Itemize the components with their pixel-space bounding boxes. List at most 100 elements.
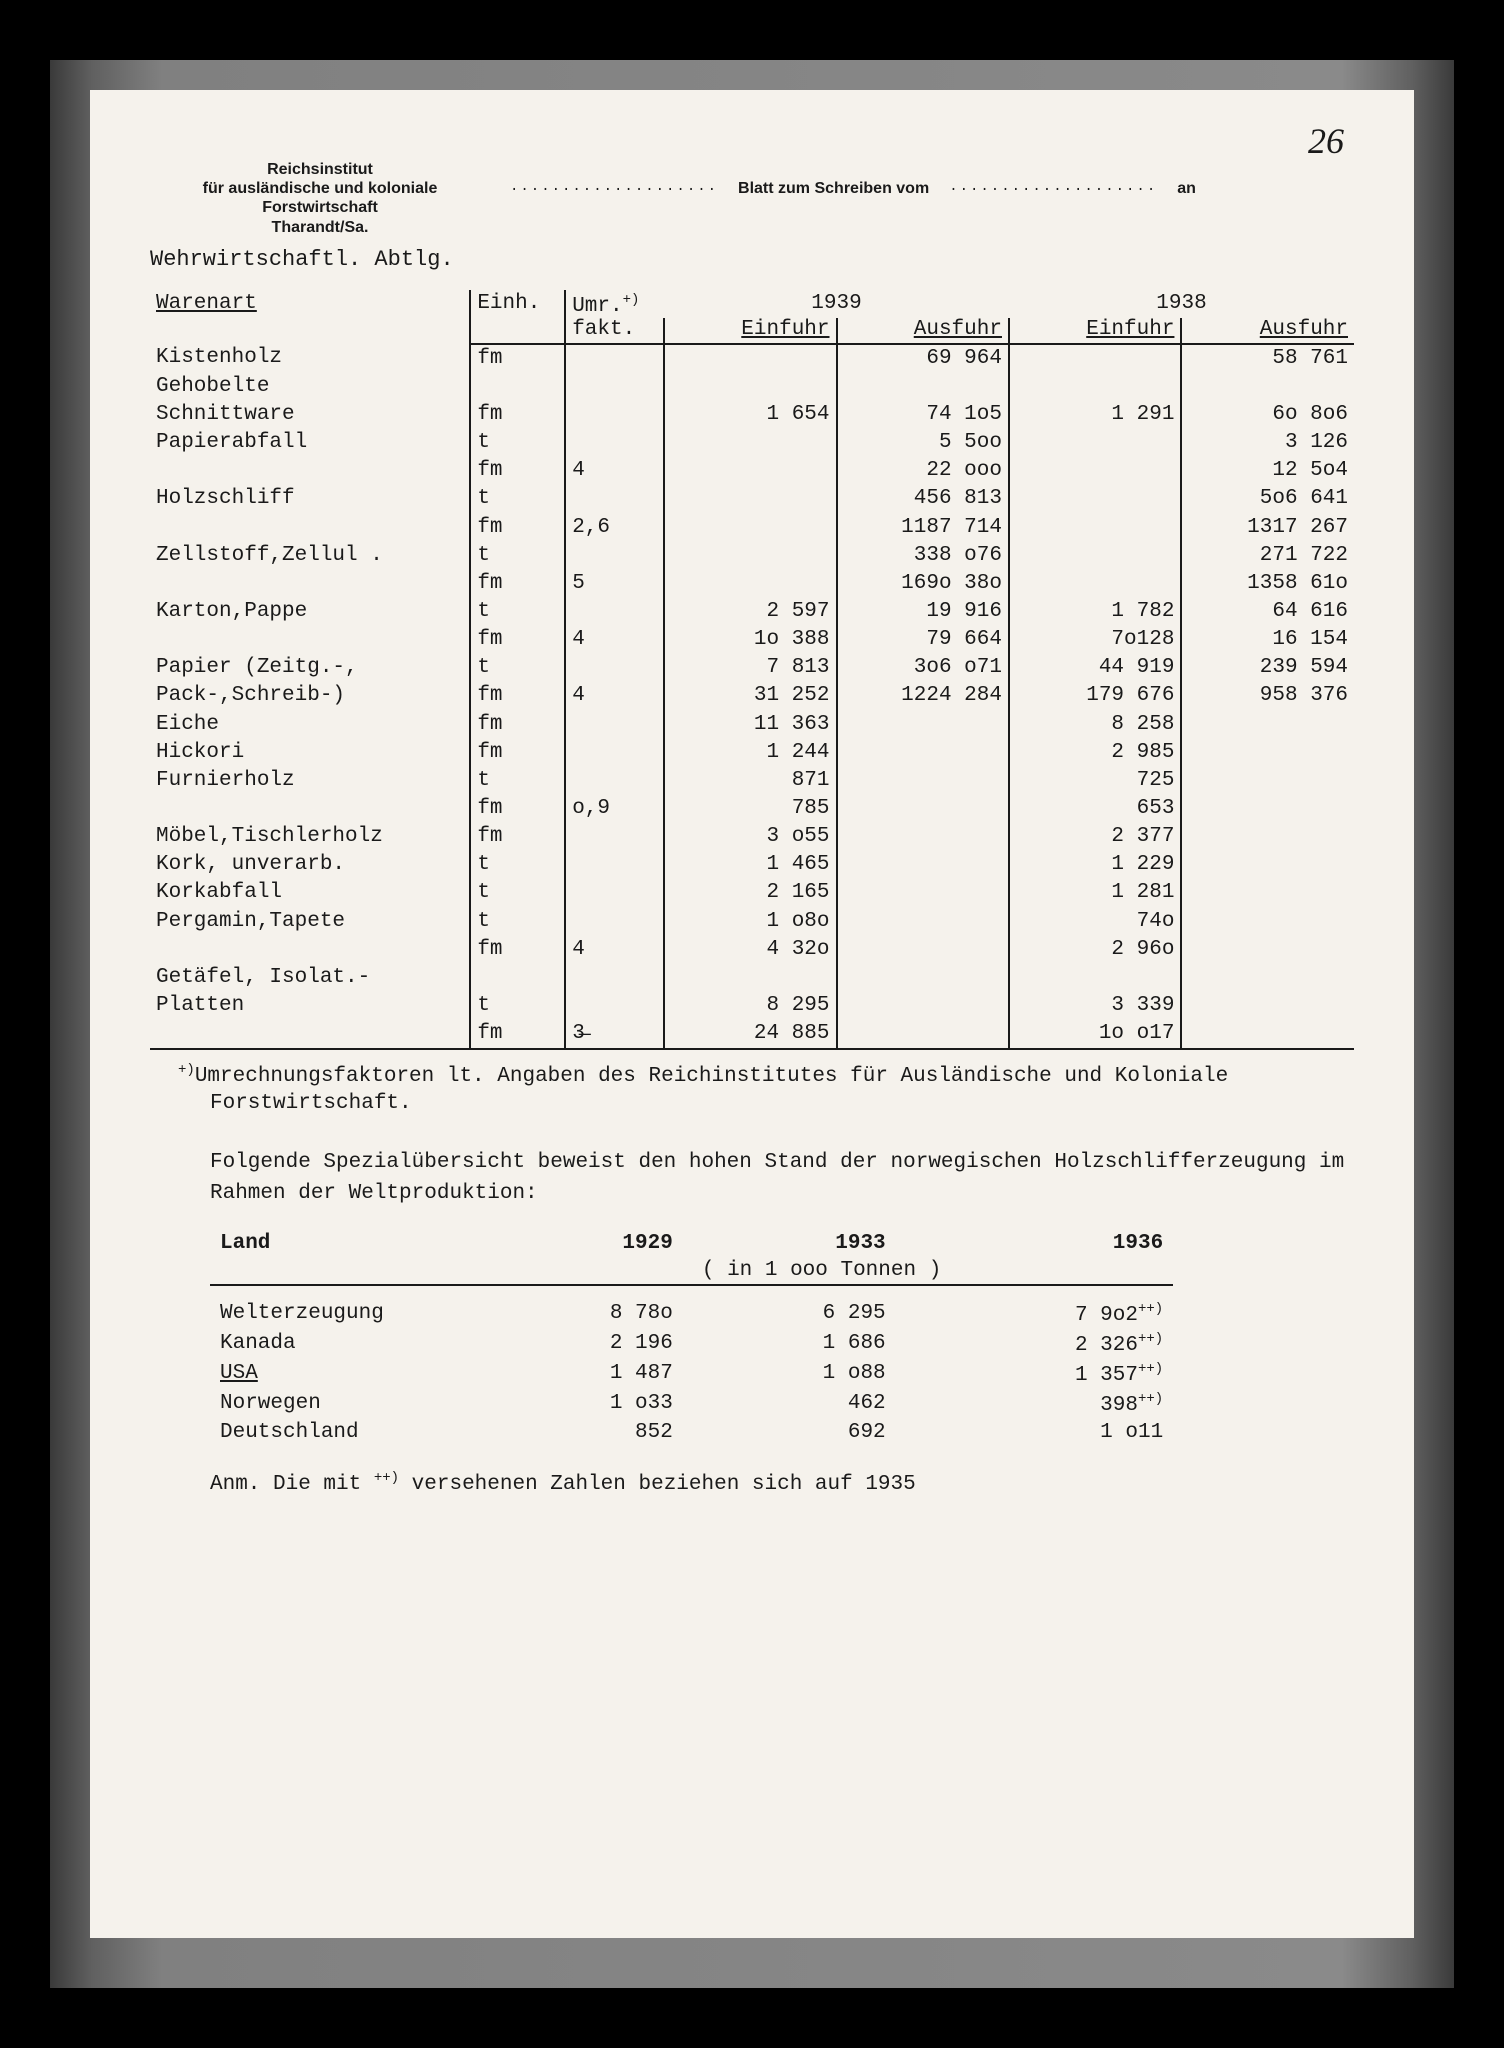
table-row: fm422 ooo12 5o4 (150, 457, 1354, 485)
table-cell (1181, 795, 1354, 823)
table-cell (664, 542, 836, 570)
table-cell: 1o 388 (664, 626, 836, 654)
footnote-marker: +) (178, 1062, 195, 1078)
letterhead-line3: Forstwirtschaft (150, 198, 490, 217)
table-cell: 79 664 (837, 626, 1009, 654)
table-cell: 3o6 o71 (837, 654, 1009, 682)
table-cell (150, 457, 470, 485)
table-row: Papier (Zeitg.-,t7 8133o6 o7144 919239 5… (150, 654, 1354, 682)
table-cell (150, 570, 470, 598)
col-header-fakt: fakt. (565, 318, 664, 344)
table-cell (837, 711, 1009, 739)
table-cell (565, 992, 664, 1020)
table-cell: t (470, 879, 565, 907)
table-row: Papierabfallt5 5oo3 126 (150, 429, 1354, 457)
page-number: 26 (1308, 120, 1344, 162)
document-page: 26 Reichsinstitut für ausländische und k… (90, 90, 1414, 1938)
table-cell: 1 291 (1009, 401, 1181, 429)
col-header-1929: 1929 (470, 1230, 683, 1257)
table-cell (565, 908, 664, 936)
table-cell (1009, 514, 1181, 542)
table-cell (1009, 373, 1181, 401)
table-cell: Korkabfall (150, 879, 470, 907)
table-cell (150, 626, 470, 654)
table-cell: Norwegen (210, 1389, 470, 1419)
table-cell: 4 (565, 936, 664, 964)
table-cell (565, 429, 664, 457)
table-cell: fm (470, 739, 565, 767)
table-cell: fm (470, 682, 565, 710)
col-header-einfuhr-39: Einfuhr (664, 318, 836, 344)
table-row: Furnierholzt871725 (150, 767, 1354, 795)
table-cell: Papier (Zeitg.-, (150, 654, 470, 682)
note2-prefix: Anm. Die mit (210, 1473, 374, 1496)
table-cell (565, 767, 664, 795)
table-cell (837, 767, 1009, 795)
table-cell: 8 295 (664, 992, 836, 1020)
table-cell (1009, 485, 1181, 513)
table-cell: 7 9o2++) (896, 1299, 1174, 1329)
table-cell (664, 514, 836, 542)
table-cell: 4 32o (664, 936, 836, 964)
table-cell: Zellstoff,Zellul . (150, 542, 470, 570)
table-cell: fm (470, 570, 565, 598)
table-cell (565, 485, 664, 513)
table-cell: 1 o88 (683, 1359, 896, 1389)
microfilm-outer-frame: 26 Reichsinstitut für ausländische und k… (0, 0, 1504, 2048)
letterhead-blatt-label: Blatt zum Schreiben vom (738, 180, 929, 198)
table-cell: Karton,Pappe (150, 598, 470, 626)
microfilm-mid-frame: 26 Reichsinstitut für ausländische und k… (50, 60, 1454, 1988)
table-cell: 169o 38o (837, 570, 1009, 598)
table-cell: 2 96o (1009, 936, 1181, 964)
table-cell: fm (470, 823, 565, 851)
table-cell (837, 936, 1009, 964)
table-cell: 2 326++) (896, 1329, 1174, 1359)
table-cell: Pack-,Schreib-) (150, 682, 470, 710)
table-row: fm5169o 38o1358 61o (150, 570, 1354, 598)
table-cell: 462 (683, 1389, 896, 1419)
table-cell: 271 722 (1181, 542, 1354, 570)
col-header-1933: 1933 (683, 1230, 896, 1257)
table-cell (837, 373, 1009, 401)
table-cell: 2 597 (664, 598, 836, 626)
table-cell: 653 (1009, 795, 1181, 823)
table-cell (1181, 908, 1354, 936)
letterhead-institute: Reichsinstitut (150, 160, 490, 179)
table-cell: 6o 8o6 (1181, 401, 1354, 429)
table-cell (837, 964, 1009, 992)
table-cell (664, 373, 836, 401)
table-cell: 2 985 (1009, 739, 1181, 767)
table-row: Pack-,Schreib-)fm431 2521224 284179 6769… (150, 682, 1354, 710)
table-cell (470, 964, 565, 992)
table-cell: t (470, 908, 565, 936)
table-cell: Hickori (150, 739, 470, 767)
table-cell: Papierabfall (150, 429, 470, 457)
table-cell: 4 (565, 626, 664, 654)
table-cell: 725 (1009, 767, 1181, 795)
table-cell: 1 o11 (896, 1419, 1174, 1446)
table-cell (1181, 373, 1354, 401)
table-cell: 338 o76 (837, 542, 1009, 570)
table-row: Möbel,Tischlerholzfm3 o552 377 (150, 823, 1354, 851)
table-row: Kistenholzfm69 96458 761 (150, 344, 1354, 373)
table-cell (837, 992, 1009, 1020)
table-cell (1181, 992, 1354, 1020)
col-header-1936: 1936 (896, 1230, 1174, 1257)
col-header-umr: Umr.+) (565, 290, 664, 318)
table-cell: Pergamin,Tapete (150, 908, 470, 936)
table-cell: Welterzeugung (210, 1299, 470, 1329)
table-cell: 1 o8o (664, 908, 836, 936)
table-cell: 1 o33 (470, 1389, 683, 1419)
letterhead-an-label: an (1177, 180, 1196, 198)
table-cell: 958 376 (1181, 682, 1354, 710)
table-cell (565, 823, 664, 851)
col-header-unit: ( in 1 ooo Tonnen ) (470, 1257, 1173, 1285)
table-cell (1009, 429, 1181, 457)
table-cell: 12 5o4 (1181, 457, 1354, 485)
table-row: Getäfel, Isolat.- (150, 964, 1354, 992)
table-cell: Furnierholz (150, 767, 470, 795)
letterhead: Reichsinstitut für ausländische und kolo… (150, 160, 1354, 237)
col-header-warenart: Warenart (150, 290, 470, 344)
table-cell: 3 o55 (664, 823, 836, 851)
col-header-land: Land (210, 1230, 470, 1257)
